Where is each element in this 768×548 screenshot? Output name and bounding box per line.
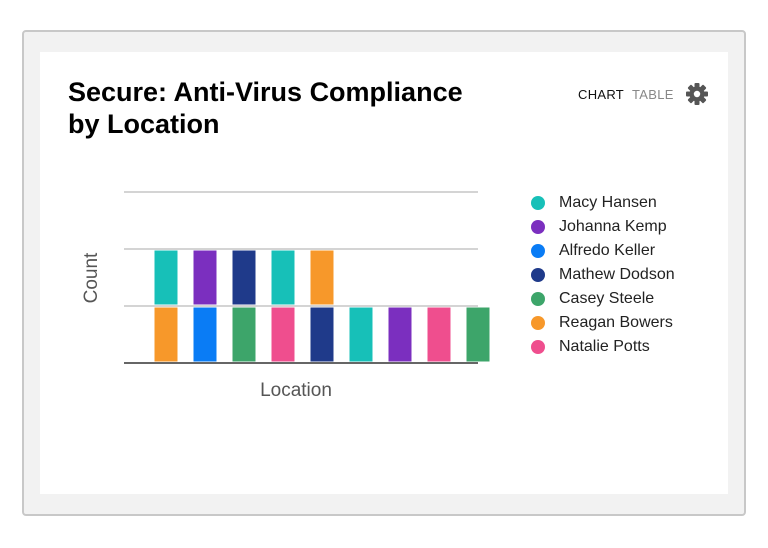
bar-segment (154, 250, 178, 305)
table-tab[interactable]: TABLE (632, 87, 674, 102)
settings-icon[interactable] (686, 83, 708, 105)
y-axis-label: Count (81, 252, 102, 303)
legend-label: Alfredo Keller (559, 242, 656, 259)
legend-swatch (531, 316, 545, 330)
chart-title: Secure: Anti-Virus Compliance by Locatio… (68, 77, 463, 139)
bar-segment (232, 250, 256, 305)
legend-label: Casey Steele (559, 290, 654, 307)
legend-swatch (531, 196, 545, 210)
bar-segment (310, 307, 334, 362)
bar-segment (193, 250, 217, 305)
bar-segment (154, 307, 178, 362)
legend-label: Macy Hansen (559, 194, 657, 211)
legend-label: Reagan Bowers (559, 314, 673, 331)
bar-segment (310, 250, 334, 305)
legend-label: Mathew Dodson (559, 266, 675, 283)
legend-swatch (531, 340, 545, 354)
bar-segment (232, 307, 256, 362)
legend-swatch (531, 244, 545, 258)
legend-swatch (531, 220, 545, 234)
chart-tab[interactable]: CHART (578, 87, 625, 102)
legend-label: Johanna Kemp (559, 218, 667, 235)
bar-segment (193, 307, 217, 362)
bar-segment (349, 307, 373, 362)
legend-swatch (531, 292, 545, 306)
legend-label: Natalie Potts (559, 338, 650, 355)
bar-segment (427, 307, 451, 362)
legend-swatch (531, 268, 545, 282)
x-axis-label: Location (260, 380, 332, 401)
bar-segment (271, 250, 295, 305)
bar-segment (271, 307, 295, 362)
bar-segment (388, 307, 412, 362)
bar-segment (466, 307, 490, 362)
